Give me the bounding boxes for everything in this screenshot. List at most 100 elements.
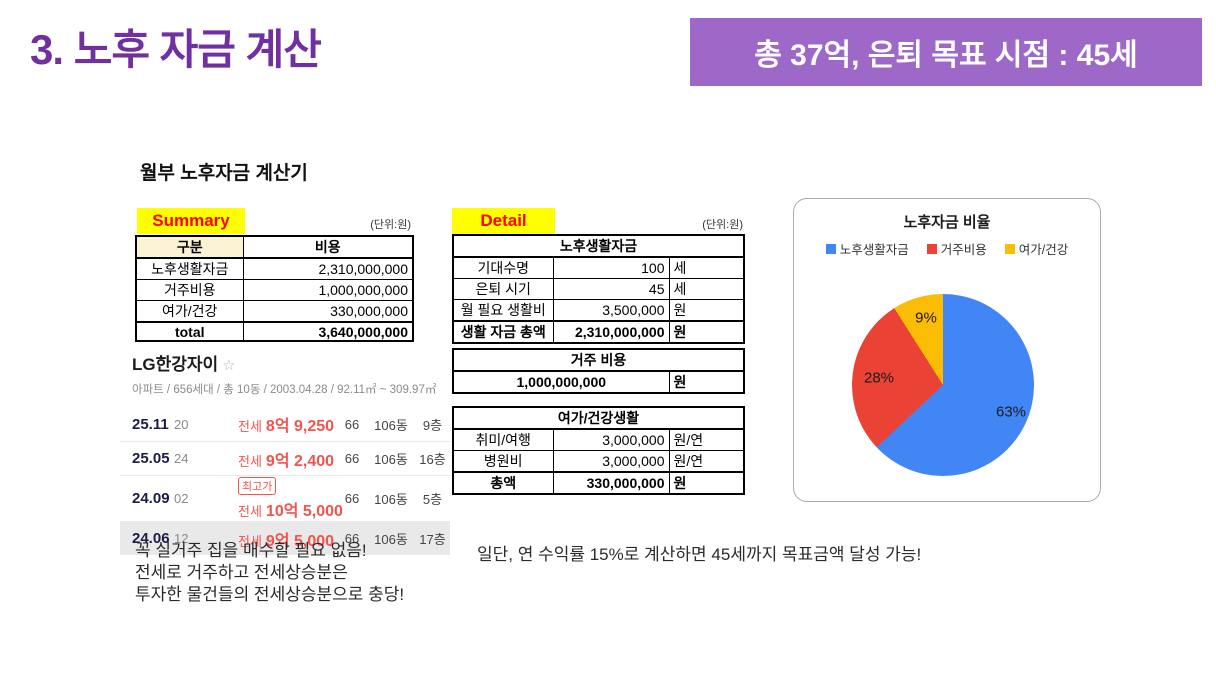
housing-unit: 원 xyxy=(668,370,745,394)
listing-row: 24.09 02 최고가 전세 10억 5,000 66 106동 5층 xyxy=(120,475,450,521)
housing-header: 거주 비용 xyxy=(452,348,745,372)
pie-chart-card: 노후자금 비율 노후생활자금 거주비용 여가/건강 63% 28% 9% xyxy=(793,198,1101,502)
legend-label: 노후생활자금 xyxy=(839,243,909,257)
listing-date: 24.09 xyxy=(132,490,170,507)
summary-row-label: 거주비용 xyxy=(135,279,244,301)
living-row-unit: 원 xyxy=(668,299,745,322)
living-fund-title: 노후생활자금 xyxy=(452,234,745,258)
chart-legend: 노후생활자금 거주비용 여가/건강 xyxy=(794,239,1100,258)
listing-price: 최고가 전세 10억 5,000 xyxy=(238,476,343,521)
table-row: 1,000,000,000 원 xyxy=(452,370,745,394)
listing-price: 전세 8억 9,250 xyxy=(238,412,337,436)
living-total-value: 2,310,000,000 xyxy=(552,320,670,344)
highest-price-badge: 최고가 xyxy=(238,476,277,495)
pie-slice-label: 9% xyxy=(915,309,937,327)
summary-row-label: 노후생활자금 xyxy=(135,257,244,280)
listing-area: 66 xyxy=(344,416,360,432)
pie-slice-label: 63% xyxy=(995,403,1027,421)
table-row: 병원비 3,000,000 원/연 xyxy=(452,450,745,473)
lease-type: 전세 xyxy=(238,453,262,469)
summary-header-gubun: 구분 xyxy=(135,235,244,259)
note-left-line: 꼭 실거주 집을 매수할 필요 없음! xyxy=(135,541,367,560)
living-row-label: 은퇴 시기 xyxy=(452,278,554,300)
leisure-health-table: 여가/건강생활 취미/여행 3,000,000 원/연 병원비 3,000,00… xyxy=(452,406,745,495)
listing-building: 106동 xyxy=(374,492,408,507)
legend-item: 여가/건강 xyxy=(1004,239,1069,258)
listing-floor: 5층 xyxy=(422,492,443,507)
listing-day: 20 xyxy=(174,416,189,432)
housing-value: 1,000,000,000 xyxy=(452,370,670,394)
summary-total-row: total 3,640,000,000 xyxy=(135,321,414,342)
living-row-label: 월 필요 생활비 xyxy=(452,299,554,322)
summary-row-value: 2,310,000,000 xyxy=(242,257,414,280)
listing-date: 24.06 xyxy=(132,530,170,547)
legend-swatch-red xyxy=(926,243,937,254)
housing-cost-table: 거주 비용 1,000,000,000 원 xyxy=(452,348,746,394)
listing-day: 12 xyxy=(174,531,189,546)
summary-header-cost: 비용 xyxy=(242,235,414,259)
pie-slice-label: 28% xyxy=(863,369,895,387)
page-title: 3. 노후 자금 계산 xyxy=(30,26,322,73)
summary-header-row: 구분 비용 xyxy=(135,235,414,259)
summary-total-value: 3,640,000,000 xyxy=(242,321,414,342)
legend-swatch-yellow xyxy=(1004,243,1015,254)
leisure-row-value: 3,000,000 xyxy=(552,450,670,473)
listing-title-row: LG한강자이 ☆ xyxy=(132,350,452,375)
listing-rows: 25.11 20 전세 8억 9,250 66 106동 9층 25.05 24 … xyxy=(120,407,450,555)
table-row: 노후생활자금 2,310,000,000 xyxy=(135,257,414,280)
living-row-value: 100 xyxy=(552,256,670,279)
note-left: 꼭 실거주 집을 매수할 필요 없음! 전세로 거주하고 전세상승분은 투자한 … xyxy=(135,540,404,606)
lease-amount: 9억 2,400 xyxy=(265,452,335,470)
summary-table: 구분 비용 노후생활자금 2,310,000,000 거주비용 1,000,00… xyxy=(135,235,414,342)
leisure-total-label: 총액 xyxy=(452,471,554,495)
listing-building: 106동 xyxy=(374,417,408,433)
leisure-row-value: 3,000,000 xyxy=(552,428,670,451)
lease-type: 전세 xyxy=(238,419,262,434)
note-middle: 일단, 연 수익률 15%로 계산하면 45세까지 목표금액 달성 가능! xyxy=(477,545,922,564)
listing-row: 25.11 20 전세 8억 9,250 66 106동 9층 xyxy=(120,407,450,441)
legend-label: 거주비용 xyxy=(940,243,987,257)
legend-label: 여가/건강 xyxy=(1018,243,1069,257)
living-total-label: 생활 자금 총액 xyxy=(452,320,554,344)
table-row: 월 필요 생활비 3,500,000 원 xyxy=(452,299,745,322)
leisure-row-label: 취미/여행 xyxy=(452,428,554,451)
table-row: 기대수명 100 세 xyxy=(452,256,745,279)
table-row: 은퇴 시기 45 세 xyxy=(452,278,745,300)
living-row-value: 3,500,000 xyxy=(552,299,670,322)
table-row: 여가/건강 330,000,000 xyxy=(135,300,414,323)
table-row: 거주비용 1,000,000,000 xyxy=(135,279,414,301)
listing-floor: 17층 xyxy=(419,532,446,547)
listing-area: 66 xyxy=(344,451,360,466)
summary-tag: Summary xyxy=(137,208,245,234)
living-fund-table: 노후생활자금 기대수명 100 세 은퇴 시기 45 세 월 필요 생활비 3,… xyxy=(452,234,745,344)
goal-banner: 총 37억, 은퇴 목표 시점 : 45세 xyxy=(690,18,1202,86)
pie-chart: 63% 28% 9% xyxy=(852,294,1034,476)
apartment-listing: LG한강자이 ☆ 아파트 / 656세대 / 총 10동 / 2003.04.28… xyxy=(120,350,452,555)
note-left-line: 투자한 물건들의 전세상승분으로 충당! xyxy=(135,585,405,604)
listing-area: 66 xyxy=(344,531,360,546)
listing-price: 전세 9억 2,400 xyxy=(238,447,337,471)
living-row-unit: 세 xyxy=(668,256,745,279)
listing-day: 02 xyxy=(174,491,189,506)
lease-amount: 9억 5,000 xyxy=(265,532,335,550)
leisure-row-unit: 원/연 xyxy=(668,428,745,451)
listing-row: 25.05 24 전세 9억 2,400 66 106동 16층 xyxy=(120,441,450,475)
detail-unit-note: (단위:원) xyxy=(702,219,743,231)
living-row-unit: 세 xyxy=(668,278,745,300)
listing-floor: 9층 xyxy=(422,417,443,433)
apartment-name: LG한강자이 xyxy=(132,355,219,374)
leisure-row-label: 병원비 xyxy=(452,450,554,473)
listing-day: 24 xyxy=(174,451,189,466)
leisure-header: 여가/건강생활 xyxy=(452,406,745,430)
summary-unit-note: (단위:원) xyxy=(370,219,411,231)
legend-swatch-blue xyxy=(825,243,836,254)
table-row: 취미/여행 3,000,000 원/연 xyxy=(452,428,745,451)
summary-row-value: 330,000,000 xyxy=(242,300,414,323)
leisure-total-value: 330,000,000 xyxy=(552,471,670,495)
listing-price: 전세 9억 5,000 xyxy=(238,527,337,551)
living-fund-header: 노후생활자금 xyxy=(452,234,745,258)
legend-item: 거주비용 xyxy=(926,239,987,258)
lease-type: 전세 xyxy=(238,503,262,519)
chart-title: 노후자금 비율 xyxy=(903,214,991,231)
